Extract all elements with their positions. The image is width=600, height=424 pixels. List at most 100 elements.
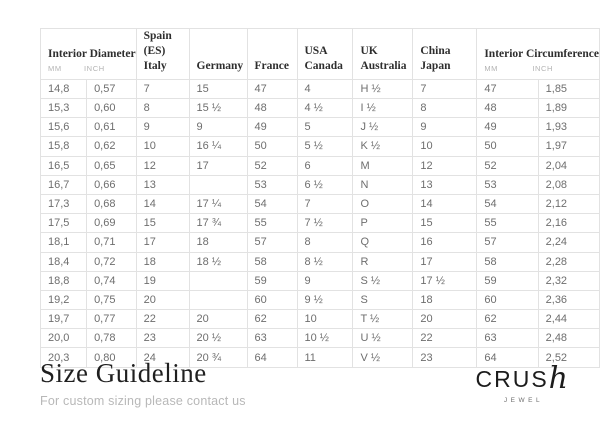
table-cell: 1,97 xyxy=(537,136,600,157)
table-cell: 0,69 xyxy=(86,213,137,234)
table-cell: 15 xyxy=(412,213,478,234)
table-cell: S xyxy=(352,289,414,311)
table-cell: 9 ½ xyxy=(296,289,354,311)
table-row: 17,5 0,69 15 17 ¾ 55 7 ½ P 15 55 2,16 xyxy=(39,213,600,234)
page-caption: For custom sizing please contact us xyxy=(40,394,246,408)
table-cell: Q xyxy=(352,232,414,253)
table-cell: 2,48 xyxy=(537,328,600,349)
table-cell: 0,78 xyxy=(86,328,137,349)
table-cell: 53 xyxy=(246,174,298,195)
table-cell: P xyxy=(352,213,414,234)
table-cell: 0,71 xyxy=(86,232,137,253)
table-cell: S ½ xyxy=(352,270,414,291)
table-cell: 15,6 xyxy=(39,117,88,138)
table-cell: 18,8 xyxy=(39,270,88,291)
table-cell: 22 xyxy=(135,309,190,330)
table-cell: J ½ xyxy=(352,117,414,138)
table-cell: 59 xyxy=(246,270,298,291)
table-row: 20,3 0,80 24 20 ¾ 64 11 V ½ 23 64 2,52 xyxy=(39,347,600,368)
table-cell: 60 xyxy=(476,289,539,311)
table-cell: 2,32 xyxy=(537,270,600,291)
table-cell: 1,85 xyxy=(537,78,600,100)
table-cell: 64 xyxy=(246,347,298,368)
logo-wordmark: CRUSh xyxy=(475,363,569,394)
logo-subtext: JEWEL xyxy=(503,397,544,404)
header-units: MM INCH xyxy=(48,64,136,74)
table-cell: 60 xyxy=(246,289,298,311)
table-cell: 57 xyxy=(246,232,298,253)
table-cell: 58 xyxy=(476,251,539,272)
table-cell: 19,2 xyxy=(39,289,88,311)
table-cell: 4 xyxy=(296,78,354,100)
table-cell: 2,16 xyxy=(537,213,600,234)
table-cell: 63 xyxy=(246,328,298,349)
table-cell: 20,3 xyxy=(39,347,88,368)
table-cell: 0,62 xyxy=(86,136,137,157)
table-row: 16,5 0,65 12 17 52 6 M 12 52 2,04 xyxy=(39,155,600,176)
header-interior-diameter: Interior Diameter MM INCH xyxy=(40,28,137,80)
table-cell: 13 xyxy=(135,174,190,195)
table-cell: I ½ xyxy=(352,97,414,119)
table-cell: 0,57 xyxy=(86,78,137,100)
table-cell: 2,24 xyxy=(537,232,600,253)
table-header: Interior Diameter MM INCH Spain (ES) Ita… xyxy=(40,28,600,80)
table-cell: 62 xyxy=(246,309,298,330)
table-row: 16,7 0,66 13 53 6 ½ N 13 53 2,08 xyxy=(39,174,600,195)
table-cell: 15 xyxy=(135,213,190,234)
header-germany: Germany xyxy=(188,28,248,80)
ring-size-table: Interior Diameter MM INCH Spain (ES) Ita… xyxy=(39,28,600,368)
table-row: 14,8 0,57 7 15 47 4 H ½ 7 47 1,85 xyxy=(39,78,600,100)
table-cell: 0,74 xyxy=(86,270,137,291)
table-cell: 19 xyxy=(135,270,190,291)
table-cell: 14 xyxy=(412,193,478,215)
header-units: MM INCH xyxy=(484,64,599,74)
table-cell: 20 xyxy=(412,309,478,330)
logo-caps: CRUS xyxy=(475,366,549,392)
table-cell: 4 ½ xyxy=(296,97,354,119)
table-row: 18,8 0,74 19 59 9 S ½ 17 ½ 59 2,32 xyxy=(39,270,600,291)
table-cell: 20 xyxy=(135,289,190,311)
table-cell: 17 xyxy=(412,251,478,272)
table-cell: 15,3 xyxy=(39,97,88,119)
table-cell: 0,75 xyxy=(86,289,137,311)
table-cell: 0,61 xyxy=(86,117,137,138)
table-cell: 16,5 xyxy=(39,155,88,176)
table-cell: 47 xyxy=(246,78,298,100)
table-cell: 7 xyxy=(296,193,354,215)
table-cell: 8 xyxy=(135,97,190,119)
table-cell: 57 xyxy=(476,232,539,253)
table-row: 18,4 0,72 18 18 ½ 58 8 ½ R 17 58 2,28 xyxy=(39,251,600,272)
table-cell: 13 xyxy=(412,174,478,195)
table-cell: 9 xyxy=(188,117,248,138)
table-cell: O xyxy=(352,193,414,215)
table-cell: 0,60 xyxy=(86,97,137,119)
table-cell: 18 xyxy=(135,251,190,272)
table-cell: 2,36 xyxy=(537,289,600,311)
table-cell: 2,52 xyxy=(537,347,600,368)
table-cell: 0,66 xyxy=(86,174,137,195)
table-cell: 18 xyxy=(412,289,478,311)
table-cell: 0,65 xyxy=(86,155,137,176)
table-cell: 2,12 xyxy=(537,193,600,215)
table-cell: 6 xyxy=(296,155,354,176)
table-cell: 8 xyxy=(412,97,478,119)
table-cell: 50 xyxy=(476,136,539,157)
table-cell: 54 xyxy=(476,193,539,215)
table-cell: 10 xyxy=(135,136,190,157)
table-cell: 18 xyxy=(188,232,248,253)
table-cell: 2,04 xyxy=(537,155,600,176)
table-cell: 53 xyxy=(476,174,539,195)
table-cell: 7 xyxy=(135,78,190,100)
table-cell: 9 xyxy=(135,117,190,138)
table-cell: 15 ½ xyxy=(188,97,248,119)
table-cell: 12 xyxy=(135,155,190,176)
table-cell: T ½ xyxy=(352,309,414,330)
table-cell: M xyxy=(352,155,414,176)
table-cell: 23 xyxy=(135,328,190,349)
footer: Size Guideline For custom sizing please … xyxy=(40,360,569,409)
table-cell: 11 xyxy=(296,347,354,368)
table-cell: 20 ¾ xyxy=(188,347,248,368)
table-row: 15,6 0,61 9 9 49 5 J ½ 9 49 1,93 xyxy=(39,117,600,138)
